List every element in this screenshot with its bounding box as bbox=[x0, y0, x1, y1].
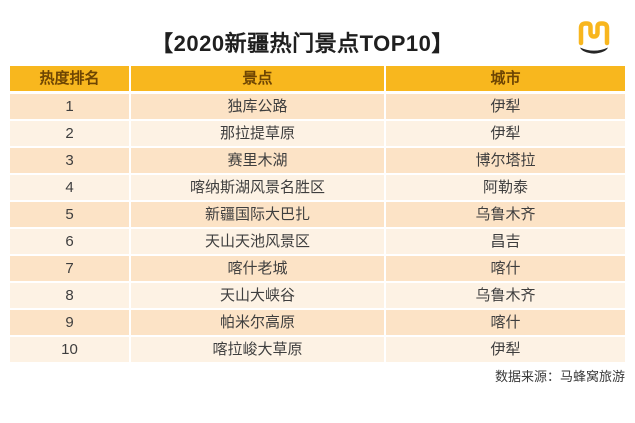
rank-cell: 10 bbox=[10, 337, 131, 364]
city-cell: 伊犁 bbox=[386, 121, 625, 148]
col-header-city: 城市 bbox=[386, 66, 625, 94]
table-row: 8 天山大峡谷 乌鲁木齐 bbox=[10, 283, 625, 310]
city-cell: 喀什 bbox=[386, 310, 625, 337]
attraction-cell: 喀拉峻大草原 bbox=[131, 337, 386, 364]
table-row: 2 那拉提草原 伊犁 bbox=[10, 121, 625, 148]
mafengwo-logo-icon bbox=[574, 16, 614, 58]
city-cell: 乌鲁木齐 bbox=[386, 283, 625, 310]
rank-cell: 2 bbox=[10, 121, 131, 148]
rank-cell: 1 bbox=[10, 94, 131, 121]
table-row: 4 喀纳斯湖风景名胜区 阿勒泰 bbox=[10, 175, 625, 202]
table-row: 5 新疆国际大巴扎 乌鲁木齐 bbox=[10, 202, 625, 229]
page-title: 【2020新疆热门景点TOP10】 bbox=[151, 31, 454, 56]
city-cell: 喀什 bbox=[386, 256, 625, 283]
col-header-attraction: 景点 bbox=[131, 66, 386, 94]
attraction-cell: 帕米尔高原 bbox=[131, 310, 386, 337]
title-area: 【2020新疆热门景点TOP10】 bbox=[0, 0, 635, 66]
attraction-cell: 天山天池风景区 bbox=[131, 229, 386, 256]
table-row: 3 赛里木湖 博尔塔拉 bbox=[10, 148, 625, 175]
attraction-cell: 新疆国际大巴扎 bbox=[131, 202, 386, 229]
city-cell: 伊犁 bbox=[386, 337, 625, 364]
attraction-cell: 喀什老城 bbox=[131, 256, 386, 283]
city-cell: 伊犁 bbox=[386, 94, 625, 121]
rank-cell: 8 bbox=[10, 283, 131, 310]
rank-cell: 4 bbox=[10, 175, 131, 202]
attraction-cell: 喀纳斯湖风景名胜区 bbox=[131, 175, 386, 202]
top10-table: 热度排名 景点 城市 1 独库公路 伊犁 2 那拉提草原 伊犁 3 赛里木湖 博… bbox=[10, 66, 625, 364]
attraction-cell: 赛里木湖 bbox=[131, 148, 386, 175]
city-cell: 阿勒泰 bbox=[386, 175, 625, 202]
table-row: 1 独库公路 伊犁 bbox=[10, 94, 625, 121]
attraction-cell: 那拉提草原 bbox=[131, 121, 386, 148]
table-header-row: 热度排名 景点 城市 bbox=[10, 66, 625, 94]
city-cell: 昌吉 bbox=[386, 229, 625, 256]
city-cell: 博尔塔拉 bbox=[386, 148, 625, 175]
rank-cell: 7 bbox=[10, 256, 131, 283]
rank-cell: 5 bbox=[10, 202, 131, 229]
col-header-rank: 热度排名 bbox=[10, 66, 131, 94]
table-row: 9 帕米尔高原 喀什 bbox=[10, 310, 625, 337]
data-source-note: 数据来源：马蜂窝旅游 bbox=[494, 369, 625, 384]
table-row: 6 天山天池风景区 昌吉 bbox=[10, 229, 625, 256]
table-row: 10 喀拉峻大草原 伊犁 bbox=[10, 337, 625, 364]
city-cell: 乌鲁木齐 bbox=[386, 202, 625, 229]
table-row: 7 喀什老城 喀什 bbox=[10, 256, 625, 283]
attraction-cell: 天山大峡谷 bbox=[131, 283, 386, 310]
rank-cell: 6 bbox=[10, 229, 131, 256]
rank-cell: 3 bbox=[10, 148, 131, 175]
rank-cell: 9 bbox=[10, 310, 131, 337]
attraction-cell: 独库公路 bbox=[131, 94, 386, 121]
